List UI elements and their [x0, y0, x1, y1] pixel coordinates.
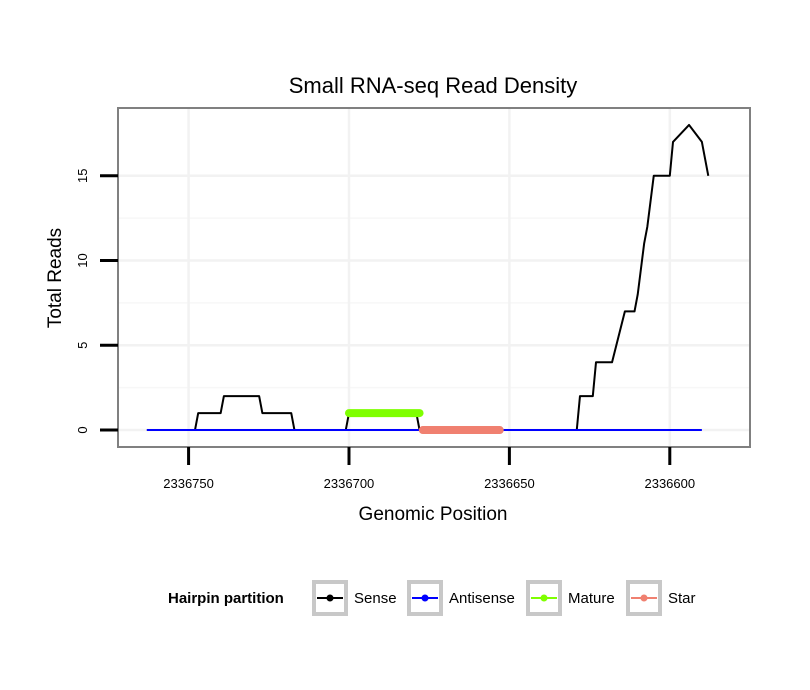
- y-axis: 0 5 10 15: [75, 169, 118, 434]
- x-tick-label: 2336650: [484, 476, 535, 491]
- chart-title: Small RNA-seq Read Density: [289, 73, 578, 98]
- x-tick-label: 2336700: [324, 476, 375, 491]
- legend: Hairpin partition Sense Antisense Mature St…: [168, 580, 696, 616]
- series-layer: [146, 123, 710, 435]
- legend-label-sense: Sense: [354, 590, 397, 607]
- y-tick-label: 10: [75, 253, 90, 267]
- y-tick-label: 15: [75, 169, 90, 183]
- legend-point-star: [640, 594, 648, 602]
- x-tick-label: 2336600: [644, 476, 695, 491]
- grid: [119, 109, 749, 446]
- y-tick-label: 5: [75, 342, 90, 349]
- x-axis: 2336750 2336700 2336650 2336600: [163, 447, 695, 491]
- legend-key-mature: [526, 580, 562, 616]
- legend-label-star: Star: [668, 590, 696, 607]
- legend-label-antisense: Antisense: [449, 590, 515, 607]
- legend-point-sense: [326, 594, 334, 602]
- plot-panel: [117, 107, 751, 448]
- legend-title: Hairpin partition: [168, 590, 284, 607]
- x-axis-title: Genomic Position: [359, 504, 508, 525]
- legend-label-mature: Mature: [568, 590, 615, 607]
- y-tick-label: 0: [75, 426, 90, 433]
- x-tick-label: 2336750: [163, 476, 214, 491]
- legend-point-mature: [540, 594, 548, 602]
- legend-point-antisense: [421, 594, 429, 602]
- y-axis-title: Total Reads: [45, 228, 66, 328]
